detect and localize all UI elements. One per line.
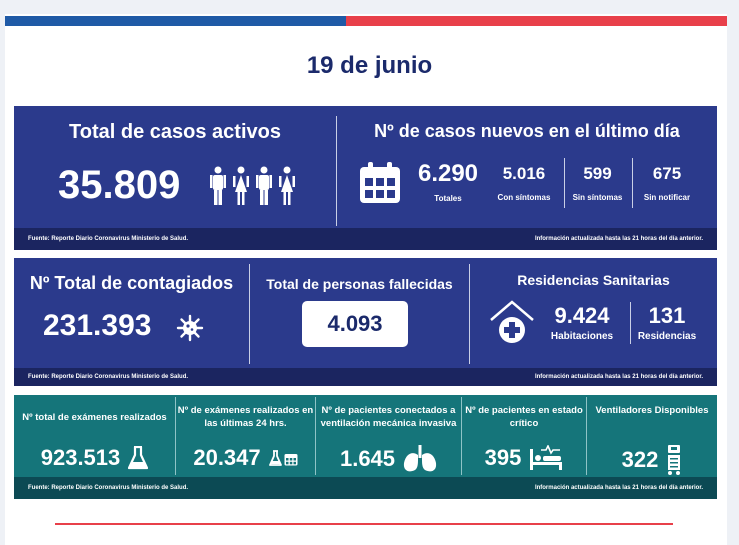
people-icons	[210, 166, 295, 206]
home-health-icon	[490, 300, 534, 343]
residencias-value: 131	[648, 303, 686, 328]
new-total-value: 6.290	[417, 160, 479, 187]
tests-total-label: Nº total de exámenes realizados	[22, 412, 167, 423]
active-title: Total de casos activos	[69, 121, 281, 143]
man-icon	[210, 166, 226, 205]
residencias-title: Residencias Sanitarias	[517, 272, 670, 288]
virus-icon	[176, 314, 204, 342]
row2-divider	[249, 264, 250, 364]
sep	[630, 302, 631, 344]
ventilator-icon	[668, 445, 681, 475]
flask-icon	[268, 450, 282, 466]
sep	[564, 158, 565, 208]
new-asympt-value: 599	[583, 164, 612, 183]
new-sympt-value: 5.016	[502, 164, 546, 183]
row2-divider	[469, 264, 470, 364]
flag-blue-bar	[5, 16, 346, 26]
new-unreported-value: 675	[652, 164, 682, 183]
row3-source: Fuente: Reporte Diario Coronavirus Minis…	[28, 485, 189, 491]
calendar-icon	[360, 162, 400, 203]
new-asympt-label: Sin síntomas	[572, 193, 623, 202]
new-cases-title: Nº de casos nuevos en el último día	[374, 121, 680, 141]
ventilated-label: Nº de pacientes conectados a ventilación…	[320, 405, 457, 429]
contagiados-value: 231.393	[43, 309, 152, 342]
hospital-bed-icon	[530, 445, 563, 470]
sep	[586, 397, 587, 475]
vent-available-value: 322	[621, 447, 659, 472]
row3-footer: Fuente: Reporte Diario Coronavirus Minis…	[14, 477, 717, 499]
woman-icon	[233, 166, 249, 205]
tests-total-value: 923.513	[40, 445, 121, 470]
bottom-divider	[55, 523, 673, 525]
sep	[461, 397, 462, 475]
habitaciones-label: Habitaciones	[550, 331, 614, 342]
residencias-label: Residencias	[637, 331, 697, 342]
lungs-icon	[403, 445, 437, 472]
habitaciones-value: 9.424	[554, 303, 610, 328]
vent-available-label: Ventiladores Disponibles	[595, 405, 709, 416]
row2-footer: Fuente: Reporte Diario Coronavirus Minis…	[14, 368, 717, 386]
sep	[175, 397, 176, 475]
fallecidos-value: 4.093	[302, 301, 408, 347]
tests-total-cell: Nº total de exámenes realizados 923.513	[14, 395, 175, 477]
report-date: 19 de junio	[306, 52, 433, 79]
contagiados-title: Nº Total de contagiados	[29, 273, 234, 293]
vent-available-cell: Ventiladores Disponibles 322	[587, 395, 717, 477]
row1-source: Fuente: Reporte Diario Coronavirus Minis…	[28, 236, 189, 242]
active-value: 35.809	[58, 163, 181, 207]
tests-24h-label: Nº de exámenes realizados en las últimas…	[177, 405, 314, 429]
sep	[315, 397, 316, 475]
new-sympt-label: Con síntomas	[497, 193, 551, 202]
sep	[632, 158, 633, 208]
critical-label: Nº de pacientes en estado crítico	[465, 405, 583, 429]
flask-icon	[128, 446, 149, 470]
row1-updated: Información actualizada hasta las 21 hor…	[534, 236, 703, 242]
flag-red-bar	[346, 16, 727, 26]
tests-24h-value: 20.347	[193, 445, 261, 470]
row3-updated: Información actualizada hasta las 21 hor…	[534, 485, 703, 491]
row1-footer: Fuente: Reporte Diario Coronavirus Minis…	[14, 228, 717, 250]
woman-icon	[279, 166, 295, 205]
tests-24h-cell: Nº de exámenes realizados en las últimas…	[176, 395, 315, 477]
ventilated-value: 1.645	[339, 446, 396, 471]
row2-source: Fuente: Reporte Diario Coronavirus Minis…	[28, 374, 189, 380]
calendar-icon	[284, 454, 298, 466]
new-total-label: Totales	[434, 194, 462, 203]
row2-updated: Información actualizada hasta las 21 hor…	[534, 374, 703, 380]
critical-cell: Nº de pacientes en estado crítico 395	[462, 395, 586, 477]
ventilated-cell: Nº de pacientes conectados a ventilación…	[316, 395, 461, 477]
critical-value: 395	[484, 445, 522, 470]
fallecidos-title: Total de personas fallecidas	[266, 276, 453, 292]
man-icon	[256, 166, 272, 205]
new-unreported-label: Sin notificar	[643, 193, 691, 202]
row1-divider	[336, 116, 337, 226]
